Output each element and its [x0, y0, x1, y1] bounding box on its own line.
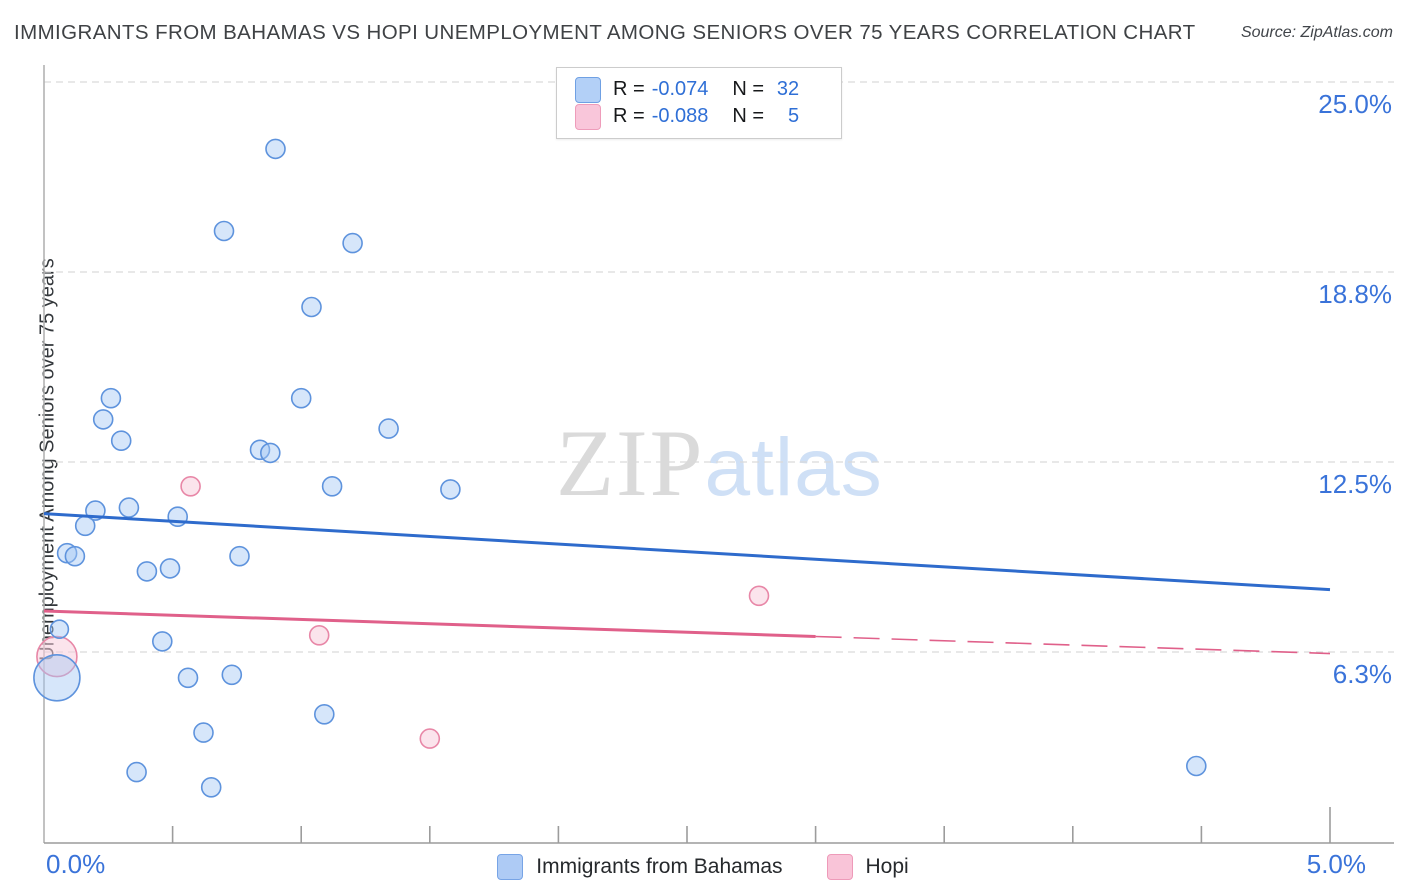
scatter-point-bahamas[interactable] [229, 545, 250, 567]
scatter-point-hopi[interactable] [180, 475, 201, 497]
scatter-point-hopi[interactable] [748, 585, 770, 607]
scatter-point-bahamas[interactable] [313, 703, 335, 725]
scatter-point-bahamas[interactable] [321, 475, 343, 497]
watermark-atlas-text: atlas [704, 422, 883, 513]
legend-label-hopi: Hopi [865, 855, 909, 878]
scatter-point-hopi[interactable] [36, 635, 78, 678]
scatter-point-bahamas[interactable] [342, 232, 363, 254]
scatter-point-bahamas[interactable] [200, 776, 222, 798]
scatter-point-bahamas[interactable] [301, 296, 322, 318]
scatter-point-bahamas[interactable] [290, 387, 312, 409]
y-tick-label: 18.8% [1318, 279, 1392, 309]
trendline-hopi [43, 609, 816, 638]
scatter-point-hopi[interactable] [419, 728, 441, 749]
r-value-bahamas: -0.074 [651, 78, 709, 100]
x-axis-max-label: 5.0% [1306, 849, 1366, 879]
scatter-point-bahamas[interactable] [33, 653, 81, 702]
scatter-point-bahamas[interactable] [159, 558, 181, 579]
scatter-point-bahamas[interactable] [177, 667, 199, 689]
scatter-point-hopi[interactable] [308, 624, 330, 646]
scatter-point-bahamas[interactable] [221, 664, 243, 686]
zipatlas-watermark: ZIPatlas [556, 408, 883, 518]
scatter-point-bahamas[interactable] [136, 561, 158, 582]
n-value-bahamas: 32 [776, 78, 800, 100]
scatter-point-bahamas[interactable] [74, 515, 96, 537]
correlation-stats-box: R = -0.074 N = 32 R = -0.088 N = 5 [556, 67, 842, 139]
n-label: N = [732, 105, 765, 127]
stats-row-hopi: R = -0.088 N = 5 [575, 103, 841, 130]
trendline-bahamas [43, 512, 1331, 592]
scatter-point-bahamas[interactable] [100, 387, 122, 409]
n-value-hopi: 5 [787, 105, 800, 127]
scatter-point-bahamas[interactable] [118, 497, 140, 518]
scatter-point-bahamas[interactable] [92, 409, 114, 430]
scatter-point-bahamas[interactable] [265, 138, 286, 160]
scatter-point-bahamas[interactable] [213, 220, 235, 242]
legend-item-bahamas[interactable]: Immigrants from Bahamas [497, 854, 783, 880]
scatter-point-bahamas[interactable] [1186, 755, 1207, 777]
scatter-point-bahamas[interactable] [126, 761, 147, 783]
scatter-point-bahamas[interactable] [49, 619, 70, 640]
scatter-point-bahamas[interactable] [152, 631, 173, 652]
r-value-hopi: -0.088 [651, 105, 709, 127]
scatter-point-bahamas[interactable] [110, 430, 132, 452]
stats-row-bahamas: R = -0.074 N = 32 [575, 76, 841, 103]
legend-label-bahamas: Immigrants from Bahamas [536, 855, 783, 878]
x-axis-min-label: 0.0% [46, 849, 106, 879]
y-tick-label: 6.3% [1333, 659, 1392, 689]
bahamas-legend-swatch-icon [497, 854, 524, 880]
scatter-point-bahamas[interactable] [193, 722, 214, 743]
legend-item-hopi[interactable]: Hopi [826, 854, 909, 880]
hopi-swatch-icon [575, 103, 601, 130]
watermark-zip-text: ZIP [556, 410, 705, 516]
r-label: R = [613, 105, 645, 127]
bahamas-swatch-icon [575, 76, 601, 103]
series-legend: Immigrants from Bahamas Hopi [0, 849, 1406, 885]
trendline-hopi-extrapolated [815, 635, 1331, 655]
y-tick-label: 12.5% [1318, 469, 1392, 499]
scatter-point-bahamas[interactable] [378, 418, 399, 439]
r-label: R = [613, 78, 645, 100]
page-title: IMMIGRANTS FROM BAHAMAS VS HOPI UNEMPLOY… [14, 21, 1196, 44]
scatter-point-bahamas[interactable] [64, 545, 86, 567]
n-label: N = [732, 78, 765, 100]
y-tick-label: 25.0% [1318, 89, 1392, 119]
source-attribution: Source: ZipAtlas.com [1240, 24, 1393, 41]
scatter-point-bahamas[interactable] [259, 442, 281, 464]
scatter-point-bahamas[interactable] [440, 479, 461, 500]
hopi-legend-swatch-icon [826, 854, 853, 880]
